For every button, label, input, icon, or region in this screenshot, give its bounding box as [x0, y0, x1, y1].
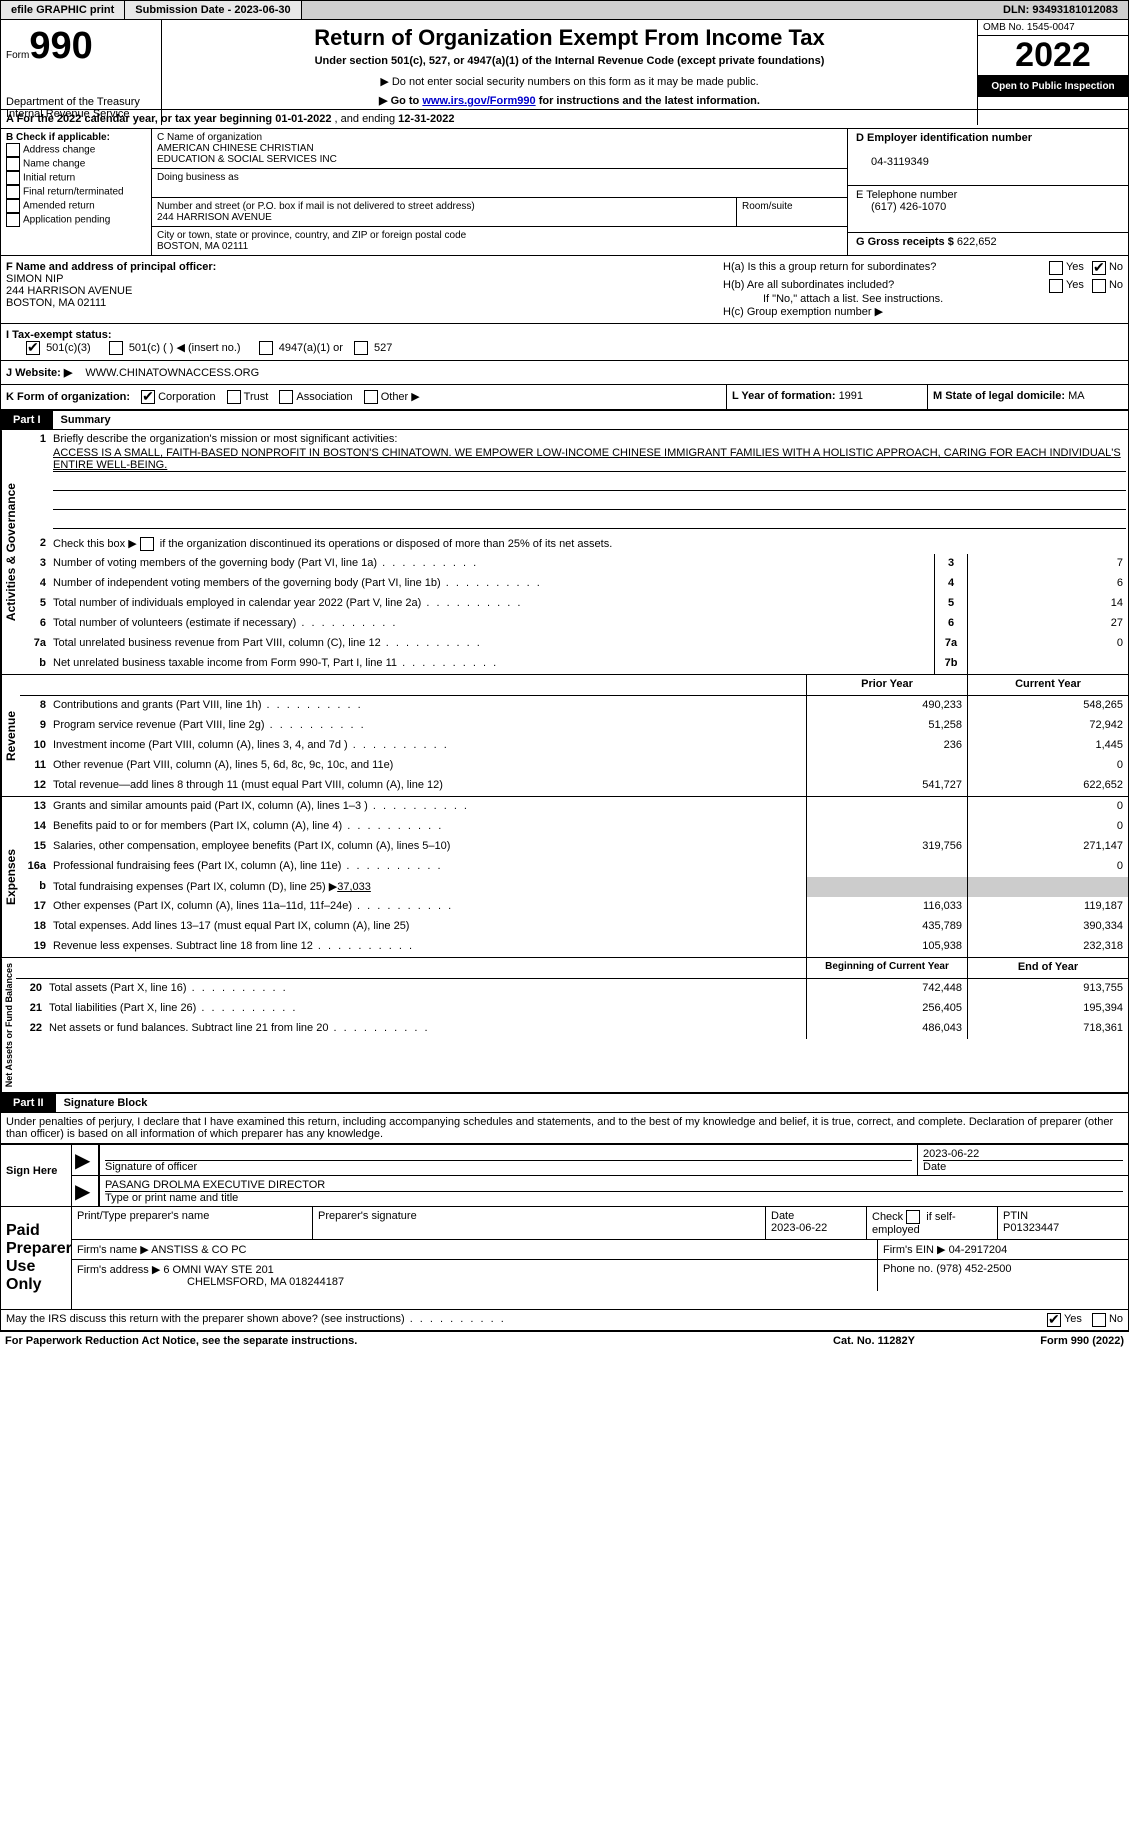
section-revenue: Revenue Prior YearCurrent Year 8Contribu…: [0, 675, 1129, 797]
check-self-employed[interactable]: [906, 1210, 920, 1224]
city-state-zip: BOSTON, MA 02111: [157, 241, 248, 252]
page-footer: For Paperwork Reduction Act Notice, see …: [0, 1331, 1129, 1350]
col-de: D Employer identification number 04-3119…: [847, 129, 1128, 255]
row-k: K Form of organization: Corporation Trus…: [0, 385, 726, 410]
mission-text: ACCESS IS A SMALL, FAITH-BASED NONPROFIT…: [53, 447, 1126, 472]
open-public: Open to Public Inspection: [978, 76, 1128, 97]
phone: (617) 426-1070: [871, 201, 946, 213]
goto-link: ▶ Go to www.irs.gov/Form990 for instruct…: [167, 94, 972, 107]
vlabel-na: Net Assets or Fund Balances: [1, 958, 16, 1092]
website: WWW.CHINATOWNACCESS.ORG: [85, 367, 259, 379]
row-klm: K Form of organization: Corporation Trus…: [0, 385, 1129, 410]
val-3: 7: [967, 554, 1128, 574]
row-i: I Tax-exempt status: 501(c)(3) 501(c) ( …: [0, 324, 1129, 361]
org-name-1: AMERICAN CHINESE CHRISTIAN: [157, 143, 314, 154]
section-expenses: Expenses 13Grants and similar amounts pa…: [0, 797, 1129, 958]
vlabel-rev: Revenue: [1, 675, 20, 796]
check-527[interactable]: [354, 341, 368, 355]
topbar: efile GRAPHIC print Submission Date - 20…: [0, 0, 1129, 20]
check-pending[interactable]: [6, 213, 20, 227]
col-f: F Name and address of principal officer:…: [1, 256, 718, 323]
vlabel-exp: Expenses: [1, 797, 20, 957]
check-501c[interactable]: [109, 341, 123, 355]
hb-yes[interactable]: [1049, 279, 1063, 293]
check-amended[interactable]: [6, 199, 20, 213]
firm-name: ANSTISS & CO PC: [151, 1244, 246, 1256]
block-bce: B Check if applicable: Address change Na…: [0, 129, 1129, 256]
declaration: Under penalties of perjury, I declare th…: [0, 1113, 1129, 1144]
street-address: 244 HARRISON AVENUE: [157, 212, 272, 223]
row-fh: F Name and address of principal officer:…: [0, 256, 1129, 324]
row-m: M State of legal domicile: MA: [927, 385, 1129, 410]
col-h: H(a) Is this a group return for subordin…: [718, 256, 1128, 323]
check-other[interactable]: [364, 390, 378, 404]
paid-preparer-block: Paid Preparer Use Only Print/Type prepar…: [0, 1207, 1129, 1310]
form-990-page: efile GRAPHIC print Submission Date - 20…: [0, 0, 1129, 1350]
check-assoc[interactable]: [279, 390, 293, 404]
officer-name: SIMON NIP: [6, 273, 63, 285]
part2-header: Part II Signature Block: [0, 1093, 1129, 1113]
val-4: 6: [967, 574, 1128, 594]
check-address[interactable]: [6, 143, 20, 157]
ha-no[interactable]: [1092, 261, 1106, 275]
discuss-row: May the IRS discuss this return with the…: [0, 1310, 1129, 1331]
sign-here-block: Sign Here ▶ Signature of officer 2023-06…: [0, 1144, 1129, 1207]
tax-year: 2022: [978, 36, 1128, 76]
part1-header: Part I Summary: [0, 410, 1129, 430]
val-5: 14: [967, 594, 1128, 614]
val-7a: 0: [967, 634, 1128, 654]
col-b: B Check if applicable: Address change Na…: [1, 129, 152, 255]
discuss-yes[interactable]: [1047, 1313, 1061, 1327]
omb-number: OMB No. 1545-0047: [978, 20, 1128, 36]
ha-yes[interactable]: [1049, 261, 1063, 275]
check-trust[interactable]: [227, 390, 241, 404]
hb-no[interactable]: [1092, 279, 1106, 293]
row-j: J Website: ▶ WWW.CHINATOWNACCESS.ORG: [0, 361, 1129, 385]
check-discontinued[interactable]: [140, 537, 154, 551]
col-c: C Name of organization AMERICAN CHINESE …: [152, 129, 847, 255]
ein: 04-3119349: [871, 156, 929, 168]
check-501c3[interactable]: [26, 341, 40, 355]
form-title: Return of Organization Exempt From Incom…: [167, 25, 972, 51]
row-l: L Year of formation: 1991: [726, 385, 927, 410]
section-ag: Activities & Governance 1 Briefly descri…: [0, 430, 1129, 675]
org-name-2: EDUCATION & SOCIAL SERVICES INC: [157, 154, 337, 165]
vlabel-ag: Activities & Governance: [1, 430, 20, 674]
row-a: A For the 2022 calendar year, or tax yea…: [0, 109, 1129, 129]
check-name[interactable]: [6, 157, 20, 171]
dln: DLN: 93493181012083: [993, 1, 1128, 19]
irs-link[interactable]: www.irs.gov/Form990: [422, 95, 535, 107]
check-4947[interactable]: [259, 341, 273, 355]
check-final[interactable]: [6, 185, 20, 199]
section-netassets: Net Assets or Fund Balances Beginning of…: [0, 958, 1129, 1093]
submission-date: Submission Date - 2023-06-30: [125, 1, 301, 19]
val-6: 27: [967, 614, 1128, 634]
officer-printed: PASANG DROLMA EXECUTIVE DIRECTOR: [105, 1179, 325, 1191]
efile-button[interactable]: efile GRAPHIC print: [1, 1, 125, 19]
ptin: P01323447: [1003, 1222, 1059, 1234]
check-initial[interactable]: [6, 171, 20, 185]
val-7b: [967, 654, 1128, 674]
check-corp[interactable]: [141, 390, 155, 404]
gross-receipts: 622,652: [957, 236, 997, 248]
discuss-no[interactable]: [1092, 1313, 1106, 1327]
